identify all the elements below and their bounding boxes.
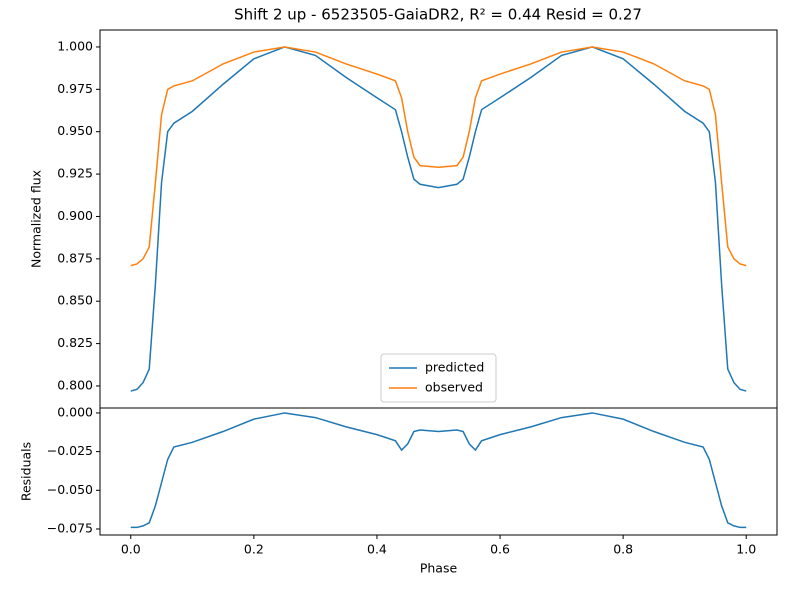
axes-frame [99,407,778,536]
y-tick-label: 0.925 [57,166,93,181]
y-tick-label: 0.000 [57,404,93,419]
y-axis-label: Normalized flux [29,170,44,268]
x-tick-label: 0.8 [613,542,633,557]
y-tick-label: 0.975 [57,81,93,96]
y-tick-label: −0.050 [47,482,93,497]
series-line [130,46,747,267]
series-line [130,46,747,392]
x-tick-label: 0.2 [244,542,264,557]
axes-frame [99,29,778,409]
x-tick-label: 0.0 [121,542,141,557]
chart-title: Shift 2 up - 6523505-GaiaDR2, R² = 0.44 … [234,6,642,24]
legend-label: predicted [425,360,484,375]
y-tick-label: −0.025 [47,443,93,458]
y-tick-label: 0.850 [57,293,93,308]
y-tick-label: −0.075 [47,520,93,535]
y-tick-label: 0.900 [57,208,93,223]
x-tick-label: 1.0 [736,542,756,557]
x-axis-label: Phase [420,561,458,576]
y-axis-label: Residuals [19,442,34,501]
y-tick-label: 0.825 [57,335,93,350]
legend-label: observed [425,380,483,395]
legend-box [380,353,497,403]
y-tick-label: 0.875 [57,250,93,265]
y-tick-label: 1.000 [57,38,93,53]
x-tick-label: 0.4 [367,542,387,557]
y-tick-label: 0.950 [57,123,93,138]
y-tick-label: 0.800 [57,377,93,392]
x-tick-label: 0.6 [490,542,510,557]
series-line [130,412,747,529]
